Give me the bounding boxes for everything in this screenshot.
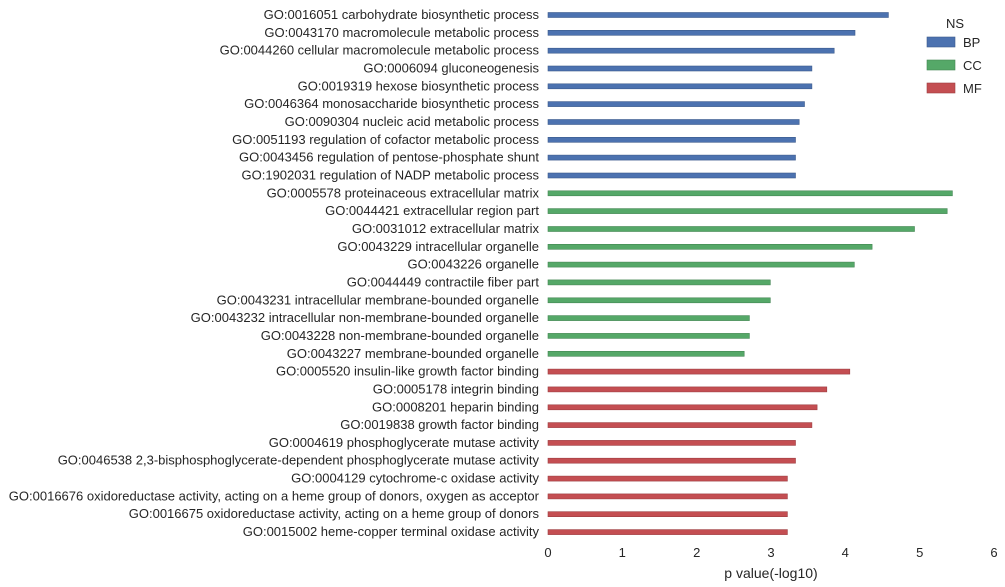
bar-bp [547,29,856,36]
category-label: GO:0043226 organelle [407,257,539,272]
x-axis-ticks: 0 1 2 3 4 5 6 [544,545,997,560]
category-label: GO:0005520 insulin-like growth factor bi… [276,364,539,379]
bar-cc [547,297,771,304]
category-label: GO:0043456 regulation of pentose-phospha… [239,150,539,165]
legend-swatch-cc [926,59,956,71]
bar-bp [547,65,813,72]
category-label: GO:1902031 regulation of NADP metabolic … [242,168,540,183]
bars-group [547,12,953,535]
category-label: GO:0008201 heparin binding [372,399,539,414]
x-axis-label: p value(-log10) [724,565,817,581]
category-label: GO:0016051 carbohydrate biosynthetic pro… [264,7,540,22]
category-label: GO:0043229 intracellular organelle [337,239,539,254]
category-label: GO:0004129 cytochrome-c oxidase activity [291,471,539,486]
category-label: GO:0051193 regulation of cofactor metabo… [232,132,539,147]
category-label: GO:0090304 nucleic acid metabolic proces… [285,114,540,129]
bar-cc [547,261,855,268]
x-tick-label: 0 [544,545,551,560]
legend-label-bp: BP [963,35,980,50]
bar-mf [547,404,818,411]
category-label: GO:0016676 oxidoreductase activity, acti… [9,488,540,503]
bar-bp [547,172,796,179]
category-label: GO:0043228 non-membrane-bounded organell… [261,328,539,343]
bar-cc [547,208,948,214]
legend-title: NS [946,16,964,31]
category-label: GO:0043227 membrane-bounded organelle [287,346,539,361]
x-tick-label: 1 [619,545,626,560]
bar-mf [547,386,828,393]
bar-cc [547,244,873,250]
bar-bp [547,119,800,125]
bar-cc [547,279,771,286]
bar-mf [547,475,788,482]
category-labels: GO:0016051 carbohydrate biosynthetic pro… [9,7,540,539]
category-label: GO:0019319 hexose biosynthetic process [298,78,540,93]
legend: NS BP CC MF [926,16,982,96]
category-label: GO:0043170 macromolecule metabolic proce… [264,25,539,40]
legend-swatch-mf [926,82,956,94]
bar-mf [547,529,788,535]
bar-mf [547,511,788,518]
bar-bp [547,154,796,161]
x-tick-label: 5 [916,545,923,560]
x-tick-label: 2 [693,545,700,560]
category-label: GO:0044260 cellular macromolecule metabo… [220,43,540,58]
x-tick-label: 6 [990,545,997,560]
category-label: GO:0043232 intracellular non-membrane-bo… [191,310,539,325]
bar-bp [547,137,796,143]
category-label: GO:0043231 intracellular membrane-bounde… [217,292,539,307]
legend-label-mf: MF [963,81,982,96]
bar-bp [547,47,835,54]
bar-mf [547,493,788,500]
category-label: GO:0019838 growth factor binding [340,417,539,432]
category-label: GO:0016675 oxidoreductase activity, acti… [129,506,540,521]
bar-cc [547,226,915,232]
bar-cc [547,190,953,197]
bar-cc [547,333,750,339]
category-label: GO:0005578 proteinaceous extracellular m… [267,185,540,200]
category-label: GO:0015002 heme-copper terminal oxidase … [243,524,540,539]
bar-mf [547,457,796,464]
category-label: GO:0005178 integrin binding [373,381,539,396]
bar-mf [547,440,796,446]
category-label: GO:0044421 extracellular region part [325,203,539,218]
category-label: GO:0044449 contractile fiber part [347,274,540,289]
x-tick-label: 4 [842,545,849,560]
x-tick-label: 3 [767,545,774,560]
category-label: GO:0031012 extracellular matrix [352,221,540,236]
bar-mf [547,368,851,375]
bar-bp [547,83,813,90]
legend-label-cc: CC [963,58,982,73]
bar-bp [547,12,889,18]
category-label: GO:0006094 gluconeogenesis [363,61,539,76]
bar-bp [547,101,805,107]
bar-cc [547,315,750,321]
bar-mf [547,422,813,428]
bar-cc [547,350,745,357]
legend-swatch-bp [926,36,956,48]
category-label: GO:0046538 2,3-bisphosphoglycerate-depen… [58,453,540,468]
category-label: GO:0046364 monosaccharide biosynthetic p… [244,96,539,111]
category-label: GO:0004619 phosphoglycerate mutase activ… [269,435,540,450]
